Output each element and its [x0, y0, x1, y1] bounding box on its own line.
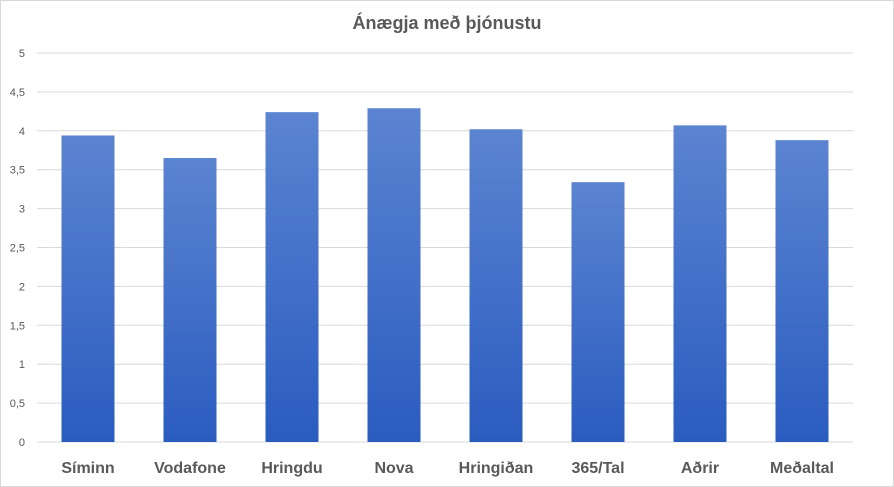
y-tick-label: 1,5 — [10, 320, 25, 332]
bar — [265, 112, 319, 443]
bar — [571, 182, 625, 442]
x-tick-label: Hringiðan — [459, 460, 534, 477]
x-tick-label: Hringdu — [261, 460, 322, 477]
x-tick-label: Meðaltal — [770, 460, 834, 477]
gridlines — [37, 52, 853, 443]
y-tick-label: 3,5 — [10, 165, 25, 177]
bar — [673, 125, 727, 442]
x-axis-labels: Síminn Vodafone Hringdu Nova Hringiðan 365/Ta… — [61, 460, 834, 477]
x-tick-label: 365/Tal — [571, 460, 624, 477]
y-tick-label: 1 — [19, 359, 25, 371]
y-tick-label: 0 — [19, 437, 25, 449]
y-tick-label: 0,5 — [10, 398, 25, 410]
bars — [61, 108, 829, 443]
bar — [61, 135, 115, 442]
y-tick-label: 2,5 — [10, 243, 25, 255]
y-axis-ticks: 0 0,5 1 1,5 2 2,5 3 3,5 4 4,5 5 — [10, 48, 25, 449]
bar — [775, 140, 829, 443]
bar — [163, 158, 217, 442]
y-tick-label: 5 — [19, 48, 25, 60]
x-tick-label: Síminn — [61, 460, 114, 477]
x-tick-label: Vodafone — [154, 460, 226, 477]
x-tick-label: Aðrir — [681, 460, 719, 477]
y-tick-label: 4 — [19, 126, 25, 138]
y-tick-label: 2 — [19, 281, 25, 293]
x-tick-label: Nova — [374, 460, 413, 477]
y-tick-label: 3 — [19, 204, 25, 216]
y-tick-label: 4,5 — [10, 87, 25, 99]
bar — [469, 129, 523, 442]
chart-title: Ánægja með þjónustu — [352, 13, 542, 33]
bar — [367, 108, 421, 442]
